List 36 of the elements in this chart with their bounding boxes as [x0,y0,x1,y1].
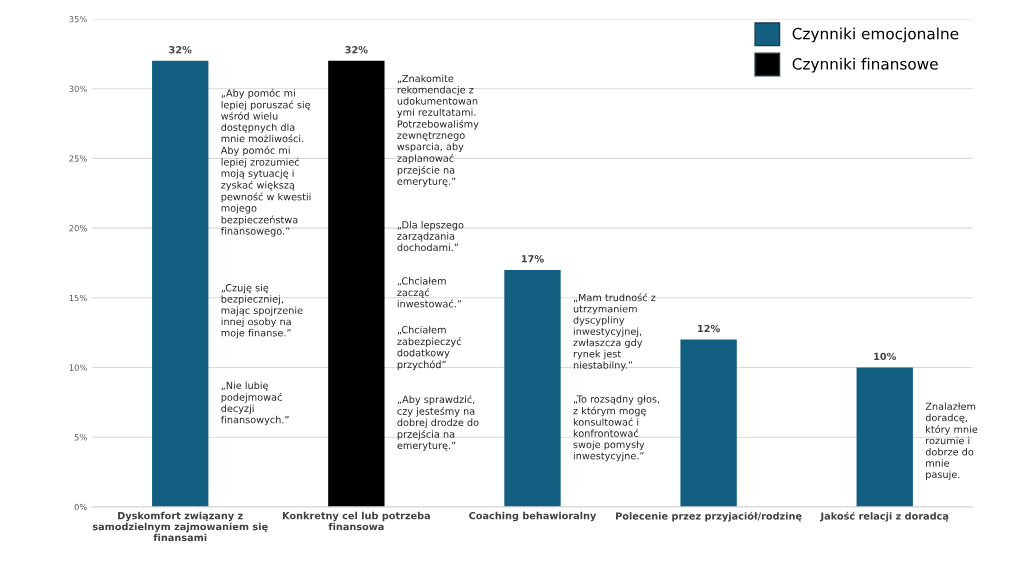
annotation: „Mam trudność z utrzymaniem dyscypliny inwestycyjnej, zwłaszcza gdy rynek jest niestabilny.” [573,293,656,371]
annotation: „Aby sprawdzić, czy jesteśmy na dobrej drodze do przejścia na emeryturę.” [397,395,479,451]
annotation: Znalazłem doradcę, który mnie rozumie i dobrze do mnie pasuje. [925,402,978,480]
y-tick-label: 0% [74,503,87,511]
y-tick-label: 20% [69,225,87,232]
annotation: „Chciałem zacząć inwestować.” [397,277,461,308]
x-tick-label: Coaching behawioralny [469,511,597,522]
annotation: „Dla lepszego zarządzania dochodami.” [397,220,464,252]
annotation: „Chciałem zabezpieczyć dodatkowy przychód” [397,325,461,371]
x-tick-label: Jakość relacji z doradcą [819,511,949,522]
bar [328,60,385,507]
y-tick-label: 10% [69,364,87,371]
text: „Aby pomóc mi lepiej poruszać się wśród wielu dostępnych dla mnie możliwości. Aby pomóc mi lepiej zrozumieć moją sytuację i zyskać większą pewność w kwestii mojego bezpieczeństwa finansowego.” [220,88,311,237]
bar [680,339,737,507]
y-tick-label: 15% [69,294,87,302]
data-label: 12% [698,324,720,333]
bar [152,60,209,507]
data-label: 32% [169,46,192,54]
x-tick-label: Konkretny cel lub potrzeba finansowa [282,511,430,531]
annotation: „Czuję się bezpieczniej, mając spojrzenie innej osoby na moje finanse.” [221,283,303,339]
y-tick-label: 5% [74,434,87,441]
data-label: 10% [874,352,897,361]
annotation: „Nie lubię podejmować decyzji finansowych.” [220,381,289,426]
annotation: „To rozsądny głos, z którym mogę konsultować i konfrontować swoje pomysły inwestycyjne.” [573,395,660,462]
y-tick-label: 35% [69,15,87,23]
text: „Znakomite rekomendacje z udokumentowan ymi rezultatami. Potrzebowaliśmy zewnętrznego wsparcia, aby zaplanować przejście na emeryturę.” [397,74,479,187]
x-tick-label: Dyskomfort związany z samodzielnym zajmowaniem się finansami [92,511,268,542]
legend-label: Czynniki emocjonalne [792,27,959,43]
bar [856,367,913,507]
data-label: 17% [521,255,544,263]
x-tick-label: Polecenie przez przyjaciół/rodzinę [616,511,802,522]
y-tick-label: 25% [69,155,87,162]
y-tick-label: 30% [69,85,87,92]
legend-label: Czynniki finansowe [792,57,938,73]
bar [504,269,561,507]
data-label: 32% [345,46,368,54]
